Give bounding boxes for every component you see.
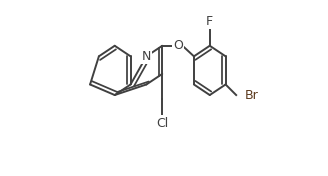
Text: Cl: Cl: [156, 117, 168, 130]
Text: Br: Br: [245, 89, 259, 102]
Text: F: F: [206, 15, 213, 28]
Text: O: O: [173, 39, 183, 52]
Text: N: N: [142, 50, 151, 63]
